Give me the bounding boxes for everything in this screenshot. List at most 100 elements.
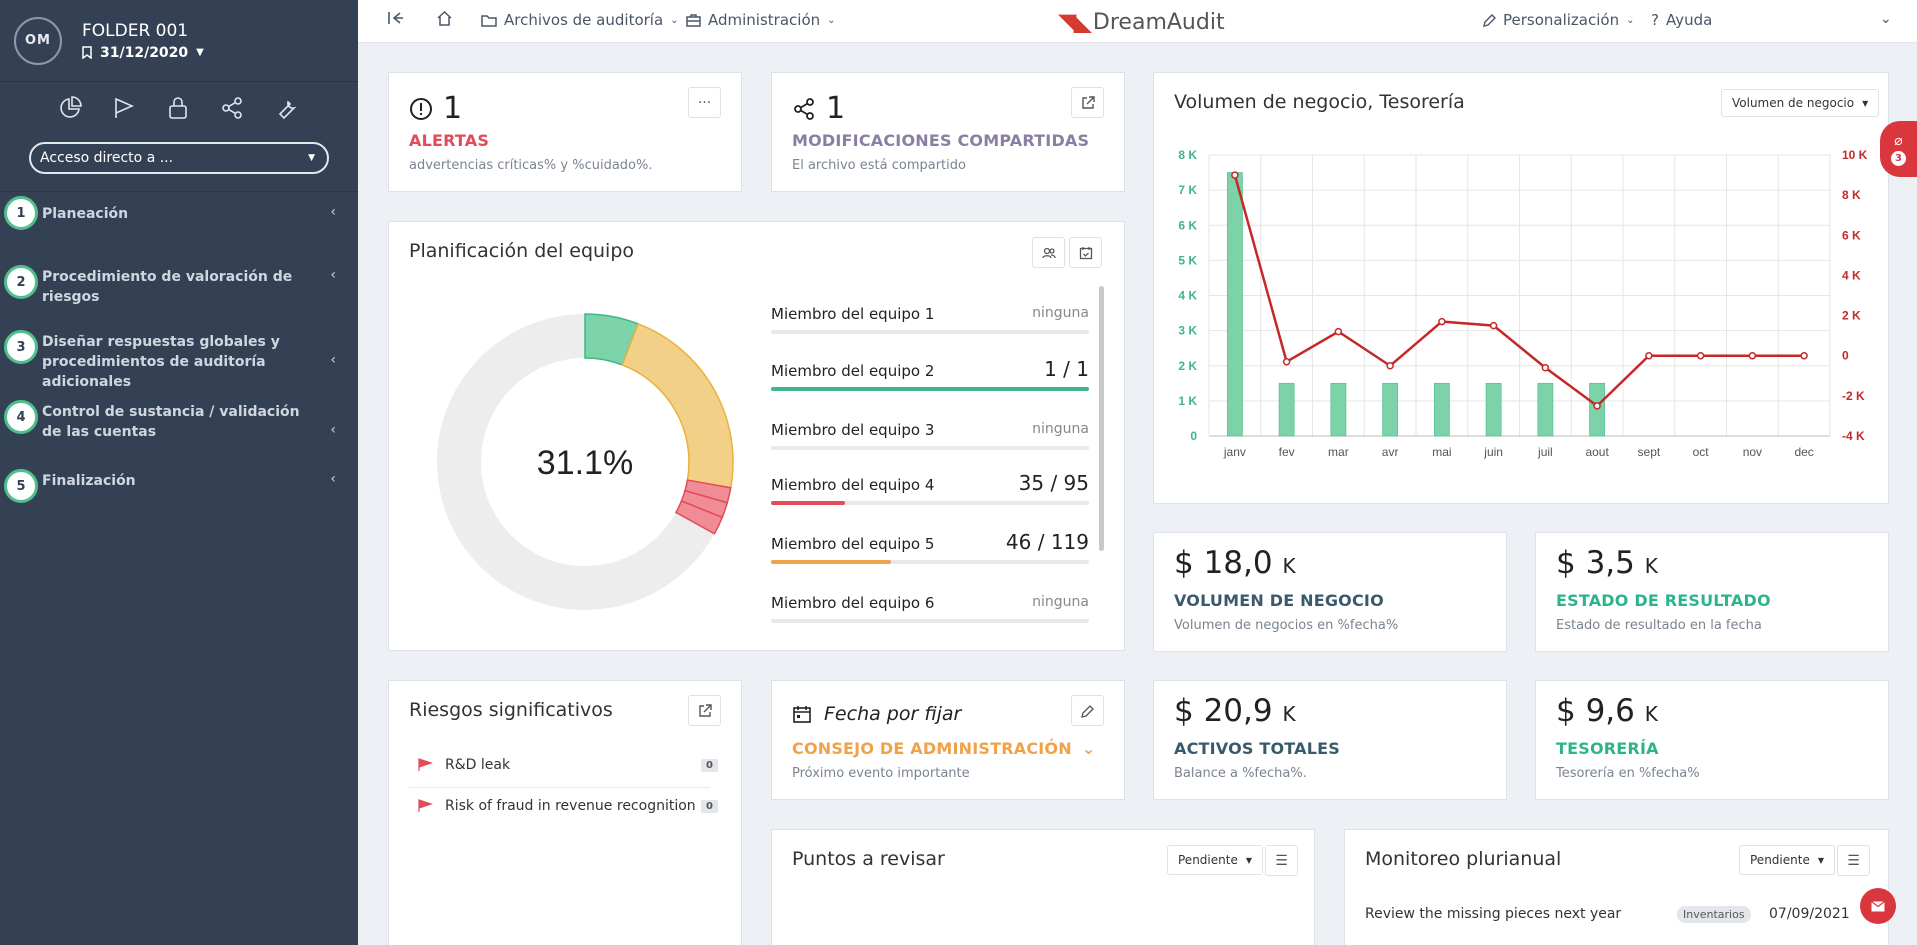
team-member-name: Miembro del equipo 5 [771, 535, 935, 553]
team-member-name: Miembro del equipo 4 [771, 476, 935, 494]
alerts-count: 1 [443, 91, 463, 126]
shared-open-button[interactable] [1071, 87, 1104, 118]
risk-item[interactable]: R&D leak 0 [417, 757, 718, 773]
sidebar: OM FOLDER 001 31/12/2020 ▼ Acceso direct… [0, 0, 358, 945]
monitoring-title: Monitoreo plurianual [1365, 848, 1562, 870]
donut-center-value: 31.1% [537, 444, 633, 482]
archivos-menu[interactable]: Archivos de auditoría ⌄ [481, 11, 679, 29]
chevron-left-icon: ‹ [330, 267, 336, 283]
team-member-row[interactable]: Miembro del equipo 2 1 / 1 [771, 357, 1089, 392]
kpi-resultado-unit: K [1644, 554, 1658, 578]
risks-open-button[interactable] [688, 695, 721, 726]
alert-circle-icon [410, 97, 432, 120]
monitoring-item-label: Review the missing pieces next year [1365, 906, 1622, 922]
wrench-icon[interactable] [274, 96, 298, 120]
team-member-row[interactable]: Miembro del equipo 4 35 / 95 [771, 471, 1089, 506]
shared-count: 1 [826, 91, 846, 126]
event-edit-button[interactable] [1071, 695, 1104, 726]
team-donut-chart: 31.1% [437, 313, 734, 610]
members-scrollbar[interactable] [1099, 286, 1104, 551]
messages-button[interactable] [1860, 888, 1896, 924]
shared-card: 1 MODIFICACIONES COMPARTIDAS El archivo … [771, 72, 1125, 192]
step-label: Finalización [42, 473, 136, 489]
collapse-sidebar-button[interactable] [388, 11, 404, 25]
team-member-progress-fill [771, 501, 846, 505]
folder-name[interactable]: FOLDER 001 [82, 20, 189, 41]
y-right-tick-label: 6 K [1842, 228, 1861, 242]
alerts-more-button[interactable]: ··· [688, 87, 721, 118]
team-member-progress [771, 387, 1089, 391]
home-button[interactable] [436, 11, 453, 26]
team-member-name: Miembro del equipo 1 [771, 305, 935, 323]
team-calendar-button[interactable] [1069, 237, 1102, 268]
kpi-tesoreria-subtitle: Tesorería en %fecha% [1556, 766, 1700, 781]
y-right-tick-label: 10 K [1842, 148, 1868, 162]
red-flag-icon [418, 799, 433, 812]
personalizacion-label: Personalización [1503, 11, 1620, 29]
kpi-activos-value: $ 20,9 [1174, 693, 1273, 729]
donut-segment-member-4[interactable] [674, 499, 724, 535]
kpi-volumen-card: $ 18,0 K VOLUMEN DE NEGOCIO Volumen de n… [1153, 532, 1507, 652]
pie-chart-icon[interactable] [58, 96, 82, 120]
step-number: 2 [4, 265, 38, 299]
attachments-button[interactable]: ⌀ 3 [1880, 121, 1917, 177]
kpi-volumen-value: $ 18,0 [1174, 545, 1273, 581]
user-menu-toggle[interactable]: ⌄ [1880, 11, 1892, 27]
team-members-button[interactable] [1032, 237, 1065, 268]
chevron-down-icon: ⌄ [1880, 11, 1892, 27]
y-right-tick-label: 0 [1842, 349, 1849, 363]
administracion-menu[interactable]: Administración ⌄ [686, 11, 836, 29]
y-left-tick-label: 7 K [1178, 183, 1197, 197]
lock-icon[interactable] [166, 96, 190, 120]
bar-volumen [1537, 382, 1554, 437]
team-member-workload: 46 / 119 [1005, 530, 1089, 554]
avatar[interactable]: OM [14, 16, 62, 65]
donut-segment-member-5[interactable] [621, 322, 734, 489]
x-tick-label: janv [1223, 445, 1246, 459]
pencil-icon [1483, 13, 1496, 27]
review-filter-dropdown[interactable]: Pendiente ▼ [1167, 845, 1263, 875]
y-right-tick-label: -4 K [1842, 429, 1865, 443]
flag-icon[interactable] [112, 96, 136, 120]
chevron-left-icon: ‹ [330, 352, 336, 368]
shared-title: MODIFICACIONES COMPARTIDAS [792, 131, 1090, 150]
personalizacion-menu[interactable]: Personalización ⌄ [1483, 11, 1635, 29]
monitoring-item[interactable]: Review the missing pieces next year Inve… [1365, 905, 1870, 923]
risk-label: Risk of fraud in revenue recognition [445, 798, 696, 814]
kpi-tesoreria-unit: K [1644, 702, 1658, 726]
dropdown-label: Pendiente [1178, 853, 1238, 867]
step-number: 1 [4, 196, 38, 230]
team-member-row[interactable]: Miembro del equipo 6 ninguna [771, 594, 1089, 624]
team-member-row[interactable]: Miembro del equipo 3 ninguna [771, 421, 1089, 451]
x-tick-label: oct [1693, 445, 1710, 459]
y-left-tick-label: 2 K [1178, 359, 1197, 373]
event-subtitle: Próximo evento importante [792, 766, 970, 781]
quick-access-select[interactable]: Acceso directo a ... ▼ [29, 142, 329, 174]
dropdown-label: Volumen de negocio [1732, 96, 1855, 110]
help-menu[interactable]: ? Ayuda [1651, 11, 1712, 29]
team-member-progress-fill [771, 560, 891, 564]
app-logo[interactable]: ◥◣ DreamAudit [1058, 8, 1225, 36]
monitoring-filter-dropdown[interactable]: Pendiente ▼ [1739, 845, 1835, 875]
team-member-row[interactable]: Miembro del equipo 1 ninguna [771, 305, 1089, 335]
risk-item[interactable]: Risk of fraud in revenue recognition 0 [417, 798, 718, 814]
y-right-tick-label: 8 K [1842, 188, 1861, 202]
event-title-toggle[interactable]: CONSEJO DE ADMINISTRACIÓN ⌄ [792, 739, 1095, 758]
monitoring-list-button[interactable]: ☰ [1837, 845, 1870, 876]
chevron-down-icon: ⌄ [670, 14, 679, 26]
shared-subtitle: El archivo está compartido [792, 158, 966, 173]
revenue-chart-card: Volumen de negocio, Tesorería Volumen de… [1153, 72, 1889, 504]
risk-count-badge: 0 [701, 799, 718, 813]
team-planning-card: Planificación del equipo 31.1% [388, 221, 1125, 651]
revenue-metric-dropdown[interactable]: Volumen de negocio ▼ [1721, 89, 1880, 117]
share-icon[interactable] [220, 96, 244, 120]
team-member-row[interactable]: Miembro del equipo 5 46 / 119 [771, 530, 1089, 565]
monitoring-card: Monitoreo plurianual Pendiente ▼ ☰ Revie… [1344, 829, 1889, 945]
alerts-title: ALERTAS [409, 131, 490, 150]
point-tesoreria [1645, 351, 1653, 360]
question-icon: ? [1651, 11, 1659, 29]
y-left-tick-label: 8 K [1178, 148, 1197, 162]
review-list-button[interactable]: ☰ [1265, 845, 1298, 876]
y-right-tick-label: -2 K [1842, 389, 1865, 403]
folder-date-selector[interactable]: 31/12/2020 ▼ [82, 45, 204, 61]
